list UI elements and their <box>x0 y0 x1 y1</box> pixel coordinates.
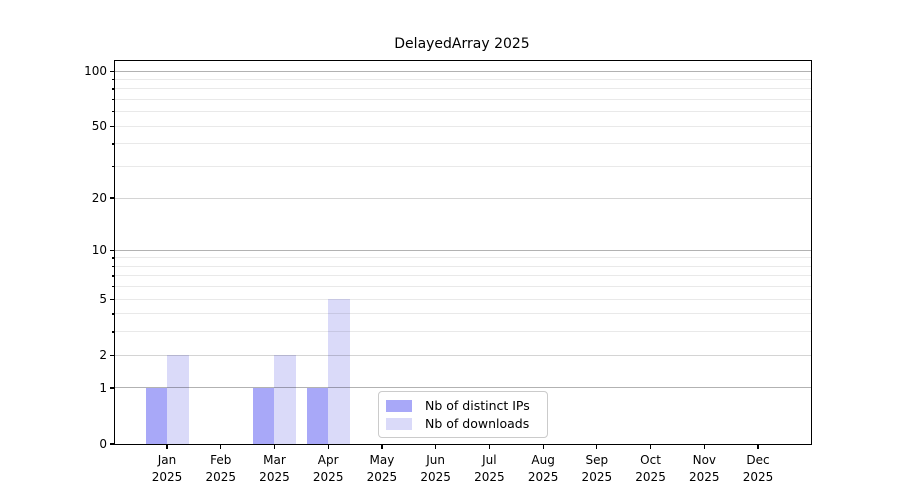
legend-label-downloads: Nb of downloads <box>425 416 530 431</box>
y-tick-mark <box>110 387 115 389</box>
x-tick-mark <box>703 444 705 449</box>
y-tick-mark <box>110 443 115 445</box>
chart-title: DelayedArray 2025 <box>394 36 530 52</box>
minor-gridline <box>115 88 811 90</box>
y-minor-tick-mark <box>112 275 115 277</box>
y-tick-mark <box>110 125 115 127</box>
major-gridline <box>115 249 811 251</box>
bar-jan-distinct-ips <box>145 388 167 444</box>
y-minor-tick-mark <box>112 111 115 113</box>
minor-gridline <box>115 99 811 101</box>
x-tick-mark <box>542 444 544 449</box>
x-tick-label-nov: Nov 2025 <box>689 453 720 484</box>
y-tick-label: 50 <box>91 119 107 134</box>
bar-mar-distinct-ips <box>252 388 275 444</box>
minor-gridline <box>115 298 811 300</box>
legend-item-distinct-ips: Nb of distinct IPs <box>386 398 547 414</box>
y-minor-tick-mark <box>112 143 115 145</box>
y-minor-tick-mark <box>112 99 115 101</box>
legend-item-downloads: Nb of downloads <box>386 416 547 432</box>
minor-gridline <box>115 166 811 168</box>
y-minor-tick-mark <box>112 197 115 199</box>
minor-gridline <box>115 111 811 113</box>
x-tick-label-dec: Dec 2025 <box>742 453 774 484</box>
y-minor-tick-mark <box>112 88 115 90</box>
y-tick-label: 1 <box>99 380 107 395</box>
y-minor-tick-mark <box>112 354 115 356</box>
y-minor-tick-mark <box>112 265 115 268</box>
y-minor-tick-mark <box>112 165 115 168</box>
minor-gridline <box>115 265 811 267</box>
legend-swatch-downloads <box>386 418 412 430</box>
y-tick-label: 2 <box>99 347 107 362</box>
y-tick-label: 100 <box>84 63 107 78</box>
minor-gridline <box>115 125 811 127</box>
minor-gridline <box>115 354 811 356</box>
minor-gridline <box>115 143 811 145</box>
y-tick-label: 0 <box>99 436 107 451</box>
y-minor-tick-mark <box>112 331 115 333</box>
x-tick-label-mar: Mar 2025 <box>259 453 290 484</box>
minor-gridline <box>115 79 811 81</box>
x-tick-mark <box>220 444 222 449</box>
y-minor-tick-mark <box>112 286 115 288</box>
x-tick-label-aug: Aug 2025 <box>527 453 559 484</box>
bar-apr-distinct-ips <box>306 388 329 444</box>
y-tick-mark <box>110 70 115 72</box>
x-tick-mark <box>649 444 652 449</box>
y-tick-label: 20 <box>91 190 107 205</box>
y-minor-tick-mark <box>112 313 115 315</box>
y-tick-label: 5 <box>99 291 107 306</box>
legend-swatch-distinct-ips <box>386 400 412 412</box>
x-tick-label-jan: Jan 2025 <box>151 453 183 484</box>
bar-mar-downloads <box>274 355 296 444</box>
minor-gridline <box>115 331 811 333</box>
minor-gridline <box>115 286 811 288</box>
major-gridline <box>115 387 811 389</box>
x-tick-label-apr: Apr 2025 <box>312 453 344 484</box>
x-tick-mark <box>596 444 598 449</box>
minor-gridline <box>115 313 811 315</box>
minor-gridline <box>115 257 811 259</box>
x-tick-label-may: May 2025 <box>366 453 398 484</box>
x-tick-label-feb: Feb 2025 <box>205 453 236 484</box>
y-minor-tick-mark <box>112 257 115 259</box>
legend-label-distinct-ips: Nb of distinct IPs <box>425 398 530 413</box>
minor-gridline <box>115 197 811 199</box>
x-tick-mark <box>488 444 490 449</box>
x-tick-mark <box>757 444 759 449</box>
x-tick-label-oct: Oct 2025 <box>635 453 666 484</box>
x-tick-mark <box>327 444 329 449</box>
x-tick-label-jul: Jul 2025 <box>474 453 505 484</box>
x-tick-mark <box>166 444 168 449</box>
bar-jan-downloads <box>167 355 189 444</box>
x-tick-mark <box>435 444 437 449</box>
x-tick-label-jun: Jun 2025 <box>420 453 451 484</box>
minor-gridline <box>115 197 811 199</box>
legend: Nb of distinct IPs Nb of downloads <box>378 391 548 438</box>
minor-gridline <box>115 354 811 356</box>
major-gridline <box>115 70 811 72</box>
y-minor-tick-mark <box>112 78 115 81</box>
y-tick-mark <box>110 298 115 300</box>
x-tick-mark <box>273 444 276 449</box>
minor-gridline <box>115 275 811 277</box>
x-tick-mark <box>381 444 383 449</box>
y-tick-mark <box>110 249 115 251</box>
x-tick-label-sep: Sep 2025 <box>581 453 613 484</box>
y-tick-label: 10 <box>91 243 107 258</box>
bar-apr-downloads <box>328 299 350 444</box>
plot-area: Nb of distinct IPs Nb of downloads 0 1 2 5 1… <box>84 60 812 484</box>
